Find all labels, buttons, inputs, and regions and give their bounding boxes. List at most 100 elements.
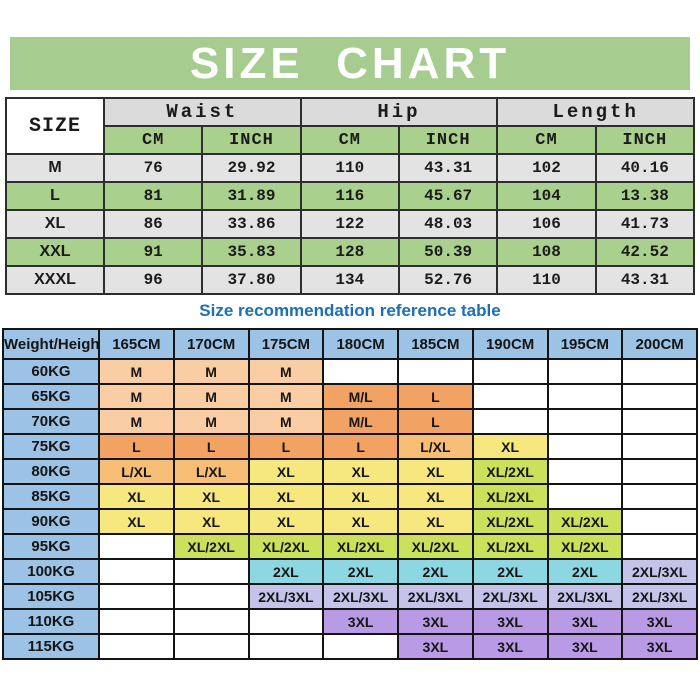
size-table-unit-header: INCH xyxy=(594,125,696,155)
size-value: 91 xyxy=(102,237,204,267)
rec-weight-label: 105KG xyxy=(2,583,100,610)
banner-title: SIZE CHART xyxy=(10,37,690,90)
rec-size-cell: XL xyxy=(172,508,250,535)
rec-size-cell: 3XL xyxy=(621,633,698,660)
rec-size-cell: 2XL/3XL xyxy=(471,583,549,610)
size-value: 41.73 xyxy=(594,209,696,239)
rec-table-header-row: Weight/Height 165CM 170CM 175CM 180CM 185CM 19… xyxy=(2,328,698,360)
rec-size-cell: M xyxy=(98,408,175,435)
rec-size-cell: 2XL xyxy=(322,558,399,585)
rec-empty-cell xyxy=(172,583,250,610)
size-table-unit-header: CM xyxy=(299,125,400,155)
rec-size-cell: M xyxy=(247,383,325,410)
rec-empty-cell xyxy=(247,633,325,660)
rec-size-cell: XL xyxy=(247,458,325,485)
rec-size-cell: 2XL xyxy=(397,558,474,585)
rec-size-cell: L/XL xyxy=(98,458,175,485)
size-value: 45.67 xyxy=(397,181,499,211)
recommendation-table-title: Size recommendation reference table xyxy=(199,301,501,320)
rec-table-height-header: 165CM xyxy=(98,328,175,360)
rec-table-row: 115KG 3XL 3XL 3XL 3XL xyxy=(2,633,698,660)
rec-table-height-header: 180CM xyxy=(322,328,399,360)
size-value: 128 xyxy=(299,237,400,267)
size-value: 122 xyxy=(299,209,400,239)
rec-weight-label: 85KG xyxy=(2,483,100,510)
size-label: XXL xyxy=(5,237,105,267)
rec-size-cell: L xyxy=(397,383,474,410)
rec-empty-cell xyxy=(546,458,624,485)
size-table-row: XXXL 96 37.80 134 52.76 110 43.31 xyxy=(5,265,696,295)
size-value: 48.03 xyxy=(397,209,499,239)
rec-table-row: 60KG M M M xyxy=(2,358,698,385)
size-table-row: XXL 91 35.83 128 50.39 108 42.52 xyxy=(5,237,696,267)
rec-table-height-header: 185CM xyxy=(397,328,474,360)
rec-empty-cell xyxy=(397,358,474,385)
rec-size-cell: XL/2XL xyxy=(471,533,549,560)
rec-empty-cell xyxy=(247,608,325,635)
rec-size-cell: L xyxy=(172,433,250,460)
rec-size-cell: 3XL xyxy=(471,633,549,660)
size-table-group-header: Hip xyxy=(299,97,499,127)
rec-table-row: 105KG 2XL/3XL 2XL/3XL 2XL/3XL 2XL/3XL 2XL/3XL… xyxy=(2,583,698,610)
rec-table-height-header: 200CM xyxy=(621,328,698,360)
size-table-unit-header: INCH xyxy=(201,125,302,155)
rec-size-cell: 2XL/3XL xyxy=(247,583,325,610)
rec-table-height-header: 170CM xyxy=(172,328,250,360)
recommendation-table: Weight/Height 165CM 170CM 175CM 180CM 185CM 19… xyxy=(2,328,698,660)
rec-table-row: 75KG L L L L L/XL XL xyxy=(2,433,698,460)
size-table-group-header: Length xyxy=(496,97,695,127)
rec-weight-label: 90KG xyxy=(2,508,100,535)
rec-size-cell: 2XL/3XL xyxy=(546,583,624,610)
rec-empty-cell xyxy=(98,583,175,610)
size-value: 43.31 xyxy=(594,265,696,295)
rec-size-cell: 2XL/3XL xyxy=(621,558,698,585)
rec-empty-cell xyxy=(621,508,698,535)
rec-empty-cell xyxy=(471,408,549,435)
size-value: 134 xyxy=(299,265,400,295)
rec-empty-cell xyxy=(172,633,250,660)
rec-empty-cell xyxy=(546,433,624,460)
rec-size-cell: M/L xyxy=(322,408,399,435)
rec-empty-cell xyxy=(621,358,698,385)
rec-table-row: 95KG XL/2XL XL/2XL XL/2XL XL/2XL XL/2XL XL/2XL xyxy=(2,533,698,560)
size-value: 35.83 xyxy=(201,237,302,267)
rec-empty-cell xyxy=(621,408,698,435)
rec-weight-label: 65KG xyxy=(2,383,100,410)
size-table: SIZE Waist Hip Length CM INCH CM INCH CM INCH M 76 2… xyxy=(5,97,696,295)
size-value: 40.16 xyxy=(594,153,696,183)
rec-size-cell: XL xyxy=(397,483,474,510)
rec-size-cell: 2XL/3XL xyxy=(322,583,399,610)
rec-size-cell: XL/2XL xyxy=(247,533,325,560)
rec-empty-cell xyxy=(621,533,698,560)
rec-weight-label: 110KG xyxy=(2,608,100,635)
rec-empty-cell xyxy=(621,458,698,485)
rec-size-cell: XL xyxy=(322,458,399,485)
rec-weight-label: 60KG xyxy=(2,358,100,385)
size-value: 42.52 xyxy=(594,237,696,267)
rec-empty-cell xyxy=(322,358,399,385)
size-table-corner-header: SIZE xyxy=(5,97,105,155)
size-label: L xyxy=(5,181,105,211)
size-value: 52.76 xyxy=(397,265,499,295)
rec-table-row: 80KG L/XL L/XL XL XL XL XL/2XL xyxy=(2,458,698,485)
size-value: 33.86 xyxy=(201,209,302,239)
rec-table-corner-header: Weight/Height xyxy=(2,328,100,360)
size-table-unit-header: CM xyxy=(102,125,204,155)
rec-empty-cell xyxy=(621,433,698,460)
rec-size-cell: 3XL xyxy=(471,608,549,635)
size-table-row: L 81 31.89 116 45.67 104 13.38 xyxy=(5,181,696,211)
size-table-unit-header: CM xyxy=(496,125,597,155)
rec-size-cell: M xyxy=(172,408,250,435)
rec-size-cell: XL/2XL xyxy=(471,458,549,485)
rec-table-height-header: 175CM xyxy=(247,328,325,360)
size-value: 104 xyxy=(496,181,597,211)
size-value: 96 xyxy=(102,265,204,295)
rec-size-cell: XL/2XL xyxy=(546,533,624,560)
rec-size-cell: XL xyxy=(247,483,325,510)
size-value: 108 xyxy=(496,237,597,267)
rec-size-cell: M xyxy=(98,358,175,385)
size-value: 13.38 xyxy=(594,181,696,211)
rec-size-cell: 2XL xyxy=(546,558,624,585)
rec-weight-label: 80KG xyxy=(2,458,100,485)
